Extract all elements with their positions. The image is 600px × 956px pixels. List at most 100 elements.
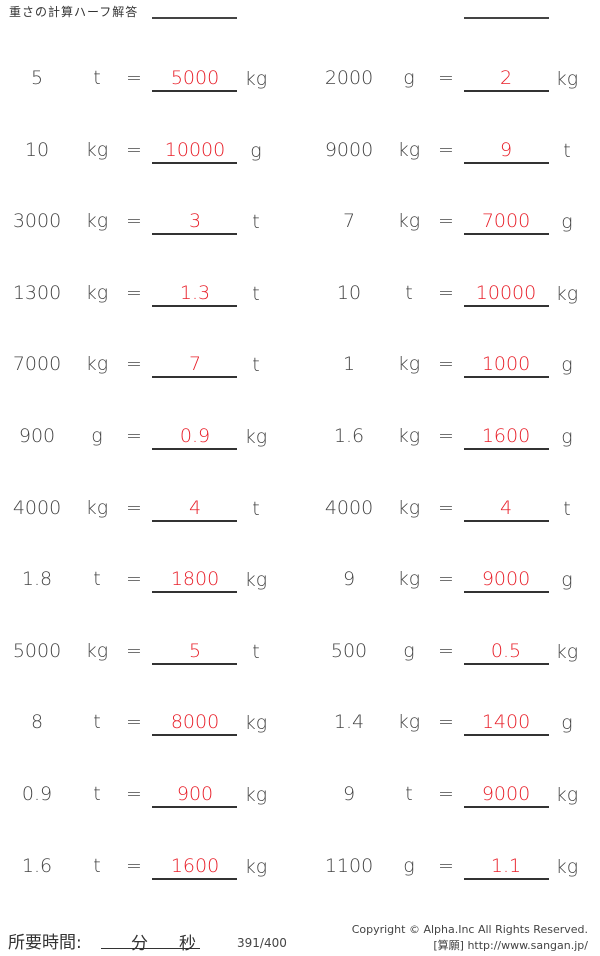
answer-value: 1400 (481, 711, 531, 734)
equals-sign: = (438, 854, 454, 877)
problem-value: 9 (342, 783, 356, 805)
result-unit: kg (244, 784, 268, 806)
problem-unit: kg (85, 138, 109, 161)
answer-line (464, 304, 549, 307)
answer-value: 10000 (164, 138, 226, 161)
result-unit: kg (555, 640, 579, 663)
result-unit: g (561, 426, 573, 448)
equals-sign: = (126, 711, 142, 734)
problem-unit: g (403, 67, 415, 89)
answer-line (152, 877, 237, 880)
answer-value: 1.3 (179, 281, 211, 304)
copyright: Copyright © Alpha.Inc All Rights Reserve… (352, 922, 588, 954)
answer-line (152, 233, 237, 236)
site-link[interactable]: [算願] http://www.sangan.jp/ (433, 939, 588, 952)
problem-value: 900 (18, 425, 56, 447)
problem-unit: t (93, 854, 101, 877)
answer-value: 0.9 (179, 425, 211, 447)
answer-value: 1800 (170, 568, 220, 591)
result-unit: g (561, 712, 573, 735)
answer-value: 4 (188, 496, 202, 519)
equals-sign: = (126, 281, 142, 304)
problem-value: 9 (342, 568, 356, 591)
equals-sign: = (126, 425, 142, 447)
result-unit: g (561, 211, 573, 234)
answer-line (152, 734, 237, 737)
result-unit: t (252, 640, 260, 663)
result-unit: t (563, 497, 571, 520)
problem-unit: kg (85, 496, 109, 519)
problem-value: 2000 (324, 67, 374, 89)
equals-sign: = (438, 425, 454, 447)
answer-line (152, 90, 237, 92)
equals-sign: = (438, 783, 454, 805)
result-unit: t (563, 139, 571, 162)
answer-line (464, 233, 549, 236)
problem-value: 3000 (12, 210, 62, 233)
answer-line (464, 90, 549, 92)
answer-line (464, 734, 549, 737)
answer-line (464, 806, 549, 808)
problem-value: 4000 (324, 496, 374, 519)
problem-unit: t (405, 783, 413, 805)
problem-value: 4000 (12, 496, 62, 519)
answer-line (464, 161, 549, 164)
equals-sign: = (126, 568, 142, 591)
answer-value: 3 (188, 210, 202, 233)
result-unit: kg (555, 68, 579, 90)
answer-value: 5000 (170, 67, 220, 89)
problem-value: 9000 (324, 138, 374, 161)
equals-sign: = (438, 67, 454, 89)
equals-sign: = (438, 711, 454, 734)
problem-unit: t (93, 711, 101, 734)
problem-unit: kg (85, 639, 109, 662)
equals-sign: = (126, 67, 142, 89)
equals-sign: = (438, 496, 454, 519)
problem-unit: kg (397, 568, 421, 591)
seconds-label: 秒 (179, 934, 196, 954)
answer-value: 1600 (481, 425, 531, 447)
answer-line (464, 448, 549, 450)
equals-sign: = (126, 353, 142, 376)
problem-unit: t (93, 67, 101, 89)
problem-unit: kg (397, 496, 421, 519)
answer-value: 0.5 (490, 639, 522, 662)
equals-sign: = (126, 783, 142, 805)
result-unit: kg (244, 712, 268, 735)
answer-line (464, 877, 549, 880)
time-line (101, 948, 200, 949)
equals-sign: = (438, 210, 454, 233)
answer-value: 9000 (481, 568, 531, 591)
problem-value: 1100 (324, 854, 374, 877)
equals-sign: = (126, 496, 142, 519)
answer-line (152, 519, 237, 522)
answer-value: 9 (499, 138, 513, 161)
answer-line (464, 376, 549, 379)
result-unit: kg (555, 855, 579, 878)
problem-unit: g (403, 639, 415, 662)
problem-unit: kg (397, 210, 421, 233)
problem-value: 1.8 (21, 568, 53, 591)
answer-value: 1600 (170, 854, 220, 877)
answer-line (152, 591, 237, 594)
result-unit: kg (244, 426, 268, 448)
answer-line (152, 304, 237, 307)
problem-value: 10 (336, 281, 362, 304)
result-unit: kg (244, 569, 268, 592)
problem-value: 10 (24, 138, 50, 161)
result-unit: t (252, 211, 260, 234)
answer-value: 2 (499, 67, 513, 89)
answer-line (464, 591, 549, 594)
result-unit: t (252, 497, 260, 520)
answer-value: 4 (499, 496, 513, 519)
equals-sign: = (126, 138, 142, 161)
time-label: 所要時間: (8, 933, 82, 953)
equals-sign: = (126, 639, 142, 662)
name-line (152, 17, 237, 19)
problem-value: 7000 (12, 353, 62, 376)
equals-sign: = (438, 281, 454, 304)
problem-unit: t (93, 783, 101, 805)
result-unit: t (252, 282, 260, 305)
problem-value: 7 (342, 210, 356, 233)
